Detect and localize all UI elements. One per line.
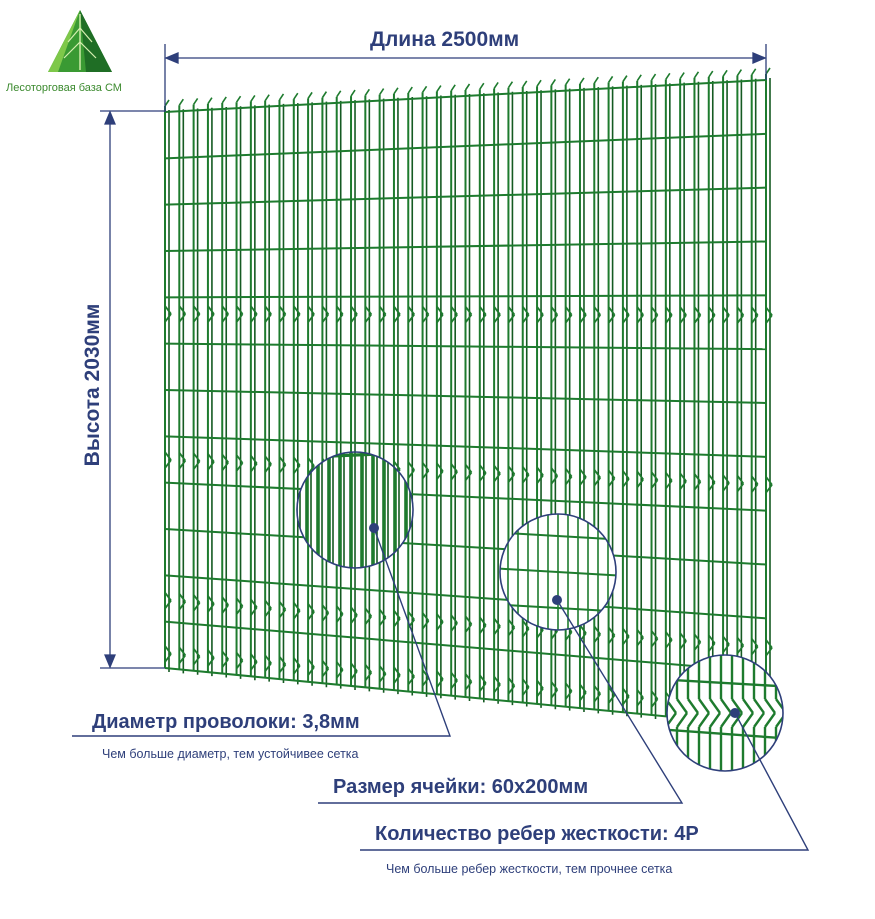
leader-dots [369, 523, 740, 718]
cell-size-label: Размер ячейки: 60х200мм [333, 776, 589, 798]
wire-diameter-label: Диаметр проволоки: 3,8мм [92, 711, 360, 733]
logo-icon [48, 10, 112, 72]
logo-text: Лесоторговая база СМ [6, 82, 122, 94]
wire-diameter-note: Чем больше диаметр, тем устойчивее сетка [102, 747, 359, 761]
ribs-count-label: Количество ребер жесткости: 4Р [375, 823, 699, 845]
height-label: Высота 2030мм [81, 303, 104, 467]
length-label: Длина 2500мм [370, 28, 520, 51]
fence-panel [164, 67, 773, 730]
leader-lines [72, 527, 810, 851]
length-dimension [164, 44, 767, 112]
ribs-count-note: Чем больше ребер жесткости, тем прочнее … [386, 862, 673, 876]
height-dimension [100, 110, 165, 669]
